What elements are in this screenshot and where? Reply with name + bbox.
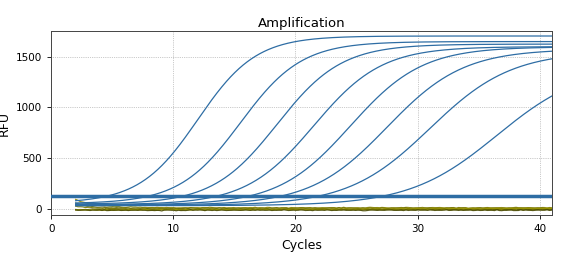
Y-axis label: RFU: RFU <box>0 111 10 136</box>
X-axis label: Cycles: Cycles <box>281 239 322 252</box>
Title: Amplification: Amplification <box>258 17 345 30</box>
